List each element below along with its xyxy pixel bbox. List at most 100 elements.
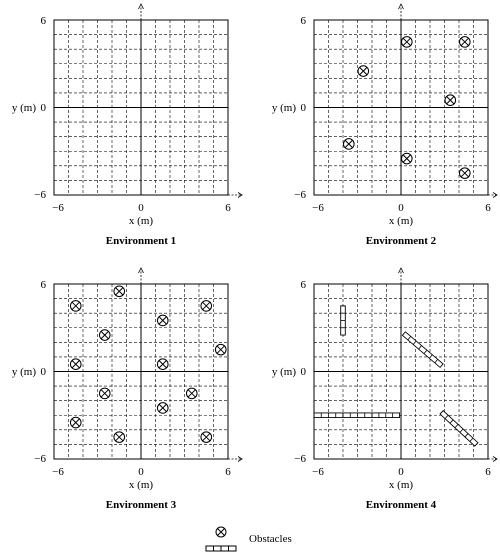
wall-divider (454, 424, 459, 429)
obstacle-cross (460, 168, 469, 178)
wall-divider (407, 336, 412, 341)
y-tick-label: 0 (41, 366, 47, 378)
x-tick-label: 6 (485, 202, 491, 214)
obstacle-cross (71, 360, 80, 369)
obstacle-cross (115, 432, 124, 442)
wall-outline (439, 410, 479, 447)
x-axis-label: x (m) (129, 479, 153, 491)
wall-outline (401, 331, 444, 369)
wall-segment (401, 331, 444, 369)
x-axis-label: x (m) (389, 215, 413, 227)
circled-x-icon (215, 526, 227, 538)
x-tick-label: 0 (398, 202, 404, 214)
x-axis-arrow-head (492, 192, 498, 198)
panel-environment-1: −6 0 6 6 0 −6 y (m) x (m) Environment 1 (12, 3, 243, 247)
y-tick-label: 0 (41, 102, 47, 114)
y-axis-arrow-head (398, 267, 404, 274)
wall-segment (439, 410, 479, 447)
y-tick-label: 6 (41, 15, 47, 27)
x-tick-label: 0 (398, 466, 404, 478)
x-tick-label: 6 (485, 466, 491, 478)
obstacle-marker (401, 152, 413, 165)
x-tick-label: −6 (312, 466, 324, 478)
y-tick-label: 6 (301, 15, 307, 27)
panel-environment-4: −6 0 6 6 0 −6 y (m) x (m) Environment 4 (272, 267, 498, 511)
x-axis-label: x (m) (129, 215, 153, 227)
x-tick-label: −6 (52, 466, 64, 478)
legend: Obstacles (205, 526, 292, 552)
x-axis-arrow-head (237, 192, 243, 198)
obstacle-cross (158, 360, 167, 369)
x-tick-label: −6 (52, 202, 64, 214)
obstacle-marker (98, 387, 111, 400)
obstacle-cross (202, 301, 211, 311)
obstacle-marker (69, 358, 82, 371)
x-axis-arrow-head (492, 456, 498, 462)
obstacle-cross (100, 330, 109, 340)
obstacle-marker (401, 36, 413, 48)
walls-layer (314, 305, 479, 447)
obstacles-layer (69, 285, 227, 443)
obstacle-cross (359, 66, 368, 76)
legend-obstacles-label: Obstacles (249, 533, 292, 545)
obstacle-cross (402, 154, 411, 163)
obstacle-marker (444, 94, 457, 107)
wall-divider (444, 414, 449, 419)
wall-segment-icon (205, 545, 237, 552)
x-axis-label: x (m) (389, 479, 413, 491)
y-axis-arrow-head (138, 267, 144, 274)
obstacle-cross (158, 403, 167, 413)
obstacle-cross (344, 139, 353, 149)
obstacle-marker (113, 431, 126, 443)
wall-divider (423, 349, 428, 354)
y-tick-label: 6 (41, 279, 47, 291)
obstacle-marker (459, 36, 471, 48)
obstacle-marker (156, 314, 169, 327)
obstacle-cross (115, 287, 124, 296)
wall-divider (429, 354, 433, 359)
panel-caption: Environment 4 (366, 499, 437, 511)
obstacle-cross (187, 389, 196, 398)
obstacle-cross (216, 345, 225, 354)
x-tick-label: 0 (138, 202, 144, 214)
panel-environment-3: −6 0 6 6 0 −6 y (m) x (m) Environment 3 (12, 267, 243, 511)
obstacle-marker (214, 343, 227, 356)
y-tick-label: −6 (34, 189, 46, 201)
obstacle-marker (113, 285, 126, 298)
wall-divider (449, 419, 454, 424)
obstacle-marker (156, 358, 169, 371)
y-axis-label: y (m) (272, 366, 296, 378)
obstacle-cross (460, 37, 469, 47)
panel-frame (53, 267, 243, 462)
y-tick-label: 0 (301, 366, 307, 378)
x-tick-label: 0 (138, 466, 144, 478)
obstacle-marker (156, 402, 169, 414)
y-axis-label: y (m) (12, 102, 36, 114)
obstacle-cross (202, 432, 211, 442)
obstacle-cross (71, 301, 80, 311)
panel-frame (313, 267, 498, 462)
obstacle-cross (71, 418, 80, 427)
wall-segment (340, 305, 346, 336)
panel-caption: Environment 1 (106, 235, 176, 247)
x-tick-label: 6 (225, 202, 231, 214)
obstacle-marker (69, 300, 82, 312)
panel-frame (53, 3, 243, 198)
wall-divider (469, 437, 474, 442)
obstacle-cross (402, 37, 411, 47)
x-tick-label: 6 (225, 466, 231, 478)
y-axis-arrow-head (138, 3, 144, 10)
y-tick-label: −6 (34, 453, 46, 465)
y-axis-label: y (m) (272, 102, 296, 114)
obstacle-marker (200, 300, 213, 312)
x-tick-label: −6 (312, 202, 324, 214)
obstacle-cross (100, 389, 109, 398)
wall-divider (464, 433, 469, 438)
wall-divider (418, 345, 422, 350)
x-axis-arrow-head (237, 456, 243, 462)
wall-divider (459, 428, 464, 433)
wall-divider (434, 359, 439, 364)
y-tick-label: −6 (294, 453, 306, 465)
obstacle-marker (357, 65, 370, 77)
